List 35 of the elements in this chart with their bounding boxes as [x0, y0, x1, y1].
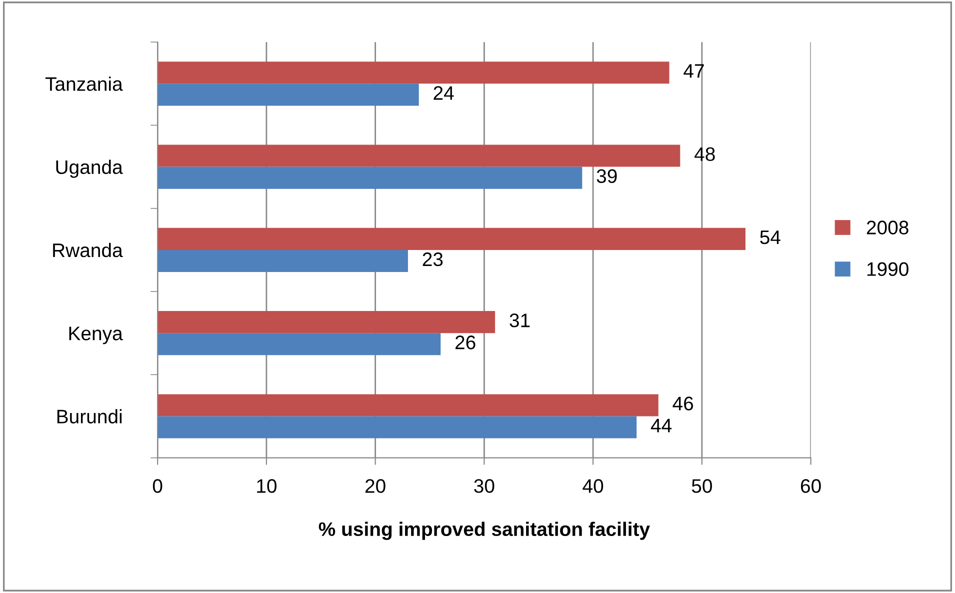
data-label: 31	[510, 314, 530, 328]
bar	[158, 228, 746, 250]
y-tick-label: Uganda	[56, 160, 123, 178]
bar	[158, 394, 658, 416]
bar	[158, 144, 680, 167]
y-tick-label: Burundi	[57, 409, 122, 424]
legend-label: 2008	[866, 220, 908, 234]
bar	[158, 84, 419, 106]
data-label: 44	[650, 418, 672, 432]
bar	[158, 250, 408, 272]
data-label: 39	[596, 169, 617, 184]
data-label: 26	[456, 336, 476, 350]
x-tick-label: 10	[257, 479, 276, 493]
x-tick-label: 60	[800, 479, 821, 493]
bar	[158, 333, 441, 356]
x-tick-label: 50	[692, 479, 712, 493]
x-tick-label: 40	[582, 479, 604, 493]
data-label: 23	[422, 252, 443, 266]
y-tick-label: Rwanda	[53, 242, 123, 258]
data-label: 46	[672, 396, 694, 410]
bar	[158, 311, 496, 334]
data-label: 54	[760, 230, 780, 244]
bar	[158, 166, 582, 189]
x-tick-label: 20	[365, 479, 386, 493]
y-tick-label: Kenya	[69, 326, 123, 344]
data-label: 47	[684, 64, 704, 78]
data-label: 24	[434, 86, 454, 100]
legend-label: 1990	[867, 262, 908, 276]
data-label: 48	[694, 147, 715, 162]
x-tick-label: 0	[152, 479, 162, 493]
bar	[158, 62, 670, 84]
y-tick-label: Tanzania	[45, 76, 123, 91]
x-axis-title: % using improved sanitation facility	[318, 522, 650, 540]
bar	[158, 416, 637, 438]
x-tick-label: 30	[474, 479, 494, 493]
